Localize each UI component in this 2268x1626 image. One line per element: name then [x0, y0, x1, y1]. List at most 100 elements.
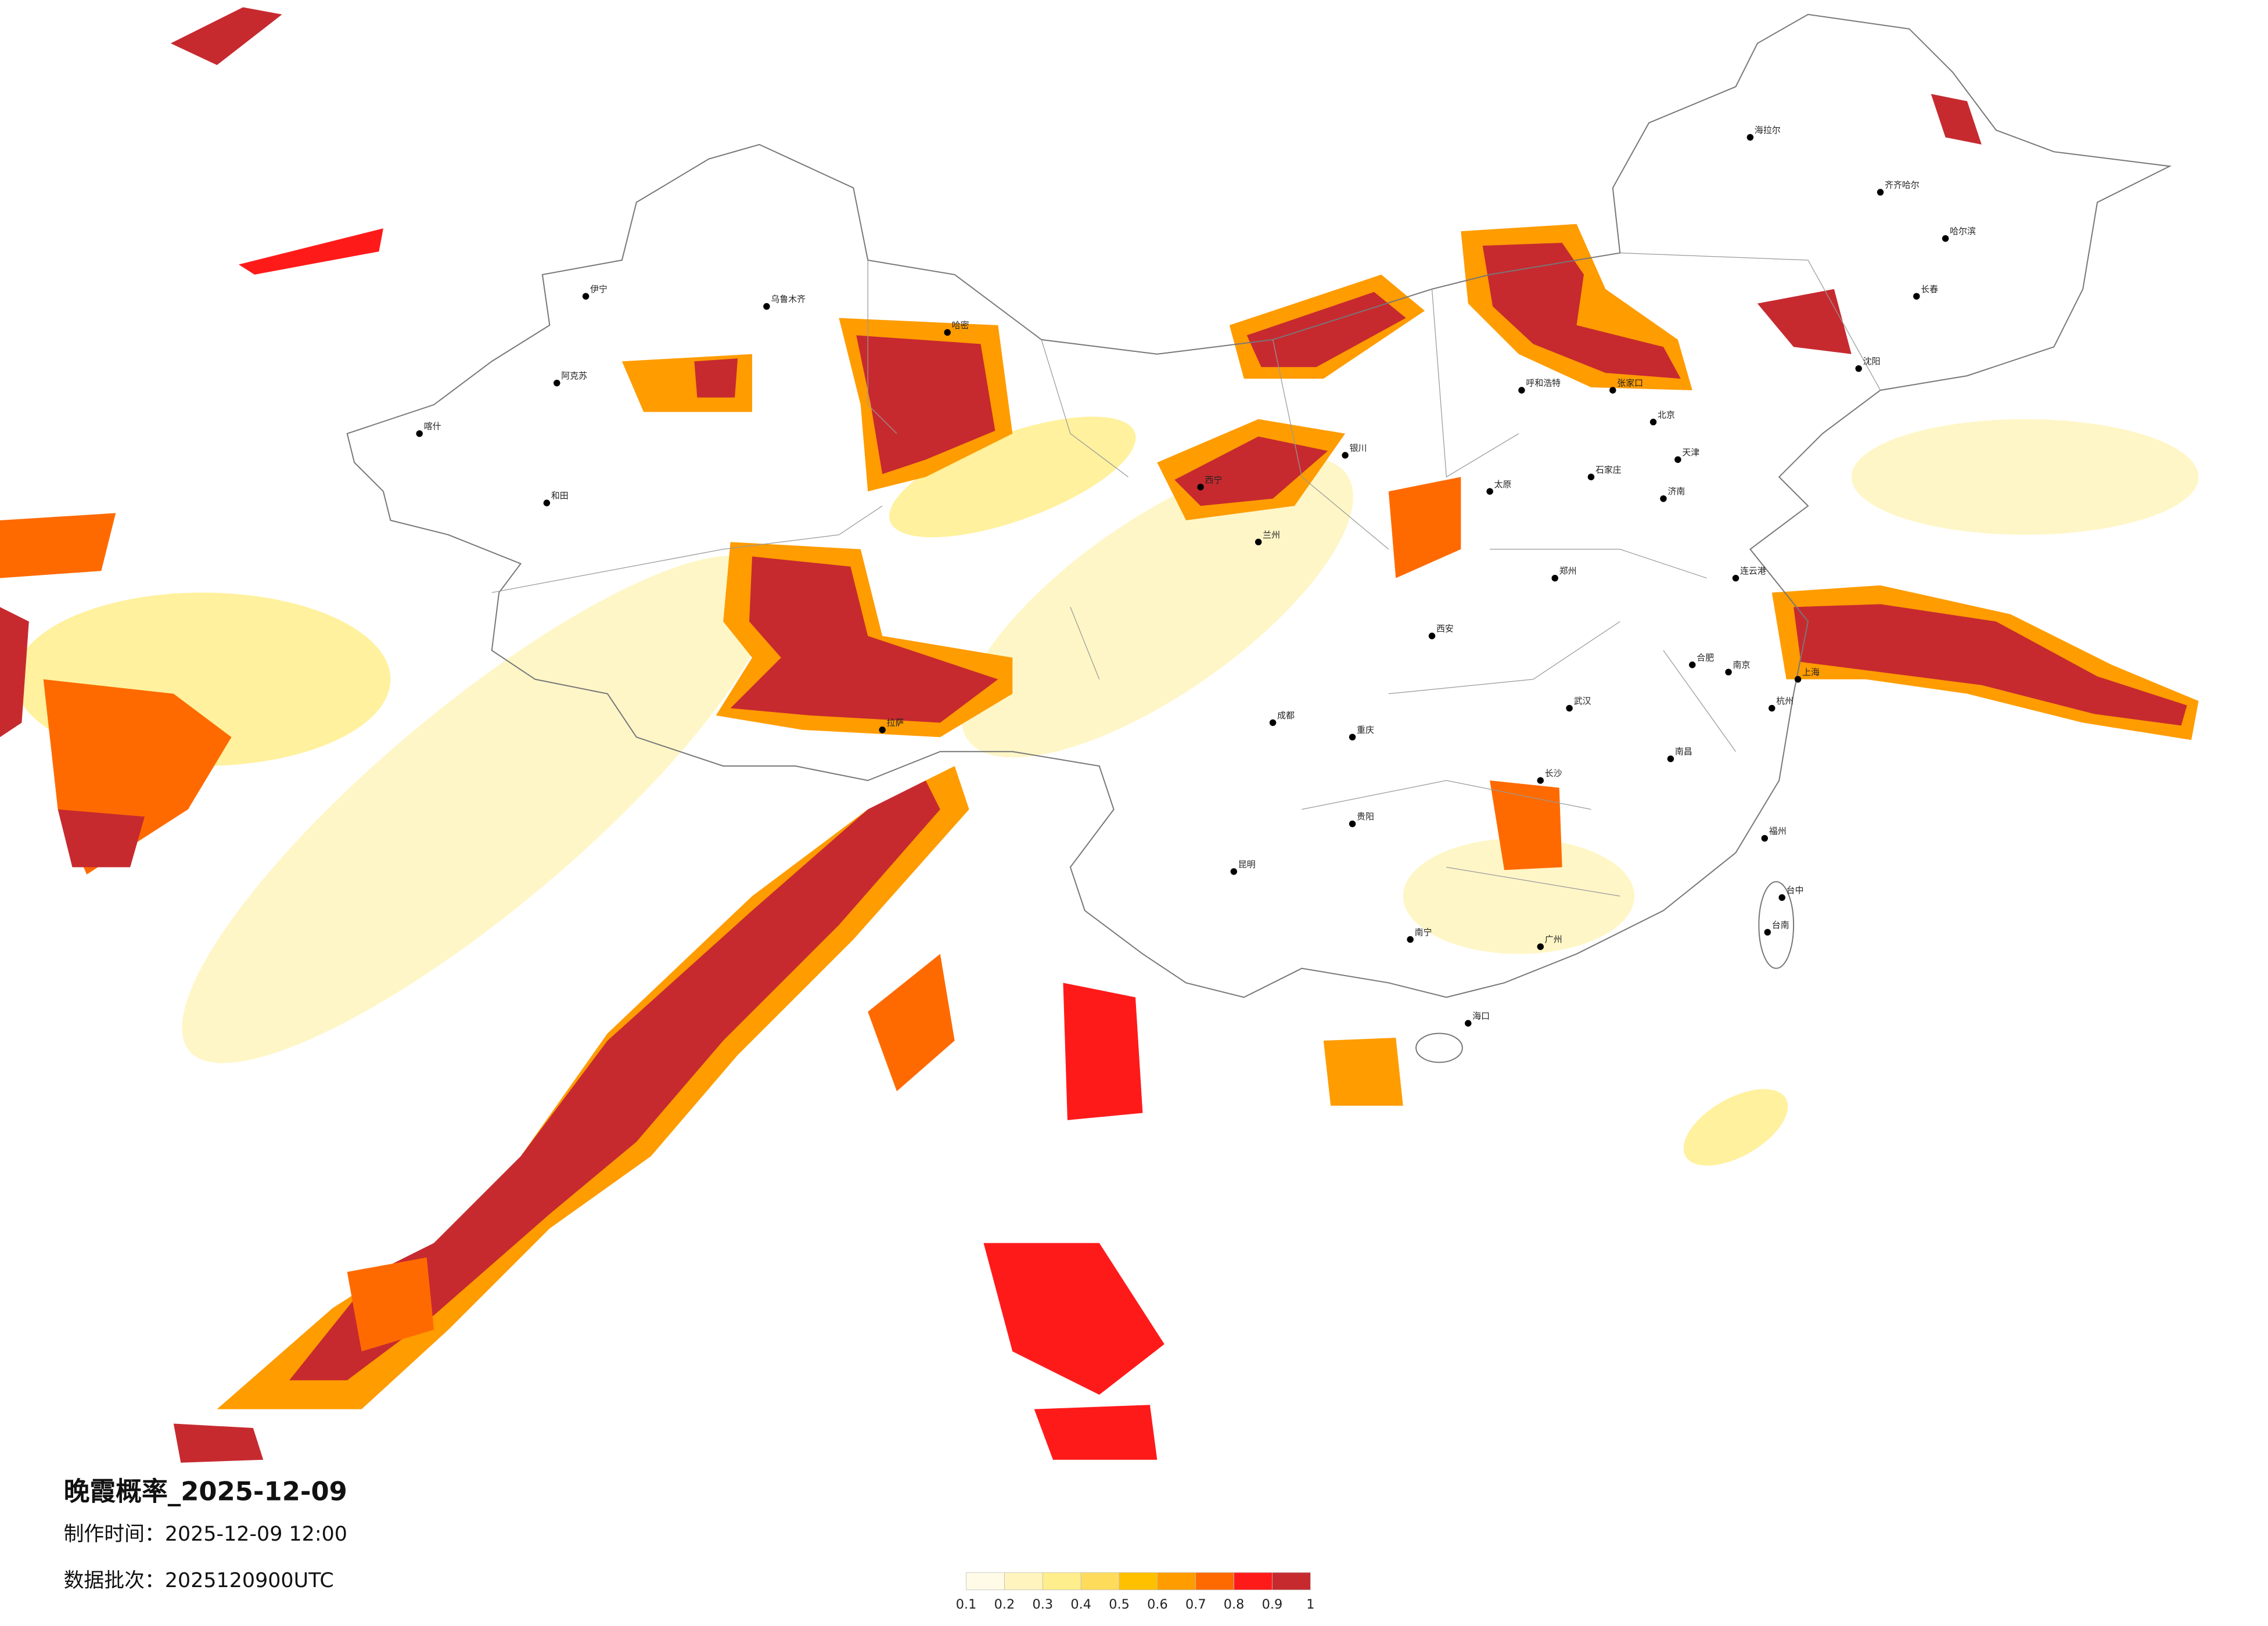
- country-outline: [346, 13, 2172, 998]
- city-label: 张家口: [1617, 378, 1643, 388]
- city-label: 海拉尔: [1755, 125, 1781, 135]
- city-dot: [1566, 704, 1573, 712]
- city-label: 南京: [1733, 660, 1751, 670]
- probability-field: [0, 7, 2199, 1463]
- city-dot: [1342, 452, 1349, 459]
- legend-swatch: [966, 1572, 1005, 1591]
- city-dot: [1230, 868, 1238, 875]
- city-label: 哈尔滨: [1950, 226, 1976, 236]
- city-dot: [1537, 943, 1544, 950]
- city-dot: [1537, 777, 1544, 784]
- city-label: 乌鲁木齐: [771, 294, 806, 304]
- legend-swatch: [1042, 1572, 1081, 1591]
- city-label: 西安: [1436, 624, 1454, 634]
- city-label: 天津: [1682, 447, 1699, 458]
- city-label: 广州: [1545, 934, 1562, 945]
- legend-tick-label: 0.7: [1185, 1597, 1206, 1612]
- city-dot: [1518, 387, 1525, 394]
- probability-patch: [173, 1423, 264, 1463]
- city-label: 伊宁: [590, 284, 608, 294]
- legend-tick-label: 0.8: [1224, 1597, 1245, 1612]
- made-time: 制作时间：2025-12-09 12:00: [64, 1523, 347, 1546]
- city-label: 郑州: [1559, 566, 1577, 576]
- color-legend: 0.1 0.2 0.3 0.4 0.5 0.6 0.7 0.8 0.9 1: [956, 1572, 1314, 1612]
- city-label: 上海: [1802, 667, 1820, 677]
- city-dot: [1255, 538, 1262, 546]
- probability-patch: [868, 954, 955, 1092]
- city-dot: [1761, 834, 1769, 842]
- city-dot: [1794, 676, 1802, 683]
- probability-patch: [170, 7, 282, 66]
- city-label: 杭州: [1776, 696, 1793, 706]
- city-dot: [1486, 488, 1493, 495]
- city-dot: [1913, 293, 1920, 300]
- city-dot: [553, 379, 560, 387]
- probability-patch: [1246, 292, 1406, 368]
- probability-patch: [1683, 1089, 1788, 1166]
- city-label: 阿克苏: [561, 370, 587, 381]
- probability-patch: [730, 556, 998, 723]
- city-label: 福州: [1769, 826, 1787, 836]
- probability-patch: [0, 513, 116, 578]
- city-dot: [1725, 668, 1732, 676]
- legend-swatch: [1157, 1572, 1196, 1591]
- city-label: 海口: [1472, 1011, 1490, 1021]
- probability-patch: [1323, 1038, 1403, 1106]
- data-batch: 数据批次：2025120900UTC: [64, 1569, 334, 1592]
- probability-patch: [347, 1257, 434, 1352]
- city-label: 兰州: [1263, 530, 1280, 540]
- city-label: 沈阳: [1863, 356, 1881, 366]
- probability-patch: [182, 555, 773, 1063]
- city-dot: [1349, 733, 1356, 741]
- legend-swatch: [1080, 1572, 1120, 1591]
- city-dot: [1587, 473, 1595, 481]
- probability-patch: [1403, 838, 1635, 954]
- city-label: 重庆: [1357, 725, 1374, 735]
- probability-patch: [1063, 983, 1143, 1120]
- city-dot: [1877, 189, 1884, 196]
- city-label: 和田: [551, 491, 569, 501]
- city-label: 成都: [1277, 710, 1295, 721]
- city-dot: [1689, 661, 1696, 668]
- hainan-outline: [1415, 1033, 1463, 1063]
- legend-swatch: [1272, 1572, 1311, 1591]
- city-dot: [582, 293, 590, 300]
- probability-patch: [1490, 780, 1562, 870]
- city-dot: [1674, 456, 1681, 463]
- city-label: 拉萨: [887, 717, 904, 728]
- legend-tick-label: 0.1: [956, 1597, 977, 1612]
- city-dot: [1746, 134, 1754, 141]
- city-label: 济南: [1667, 486, 1685, 497]
- city-dot: [1428, 632, 1436, 639]
- city-label: 太原: [1494, 479, 1512, 490]
- legend-tick-label: 1: [1306, 1597, 1314, 1612]
- legend-tick-label: 0.5: [1109, 1597, 1130, 1612]
- city-label: 石家庄: [1595, 465, 1622, 475]
- city-label: 昆明: [1238, 859, 1256, 869]
- city-dot: [1551, 574, 1558, 582]
- city-label: 贵阳: [1357, 811, 1374, 822]
- probability-patch: [57, 809, 145, 868]
- city-dot: [879, 726, 886, 733]
- city-dot: [1769, 704, 1775, 712]
- probability-patch: [1174, 436, 1328, 506]
- city-dot: [1732, 574, 1739, 582]
- probability-patch: [961, 456, 1353, 758]
- map-title: 晚霞概率_2025-12-09: [64, 1476, 347, 1506]
- city-label: 合肥: [1696, 652, 1714, 663]
- city-dot: [1667, 755, 1674, 762]
- city-dot: [1855, 365, 1862, 372]
- city-label: 银川: [1350, 443, 1367, 454]
- city-label: 哈密: [952, 320, 969, 330]
- city-dot: [1349, 820, 1356, 828]
- city-label: 台中: [1787, 885, 1804, 895]
- city-label: 喀什: [424, 421, 441, 431]
- probability-patch: [1388, 477, 1461, 578]
- city-label: 西宁: [1205, 474, 1223, 485]
- city-dot: [1407, 936, 1414, 943]
- city-dot: [1197, 484, 1204, 491]
- legend-tick-label: 0.6: [1147, 1597, 1168, 1612]
